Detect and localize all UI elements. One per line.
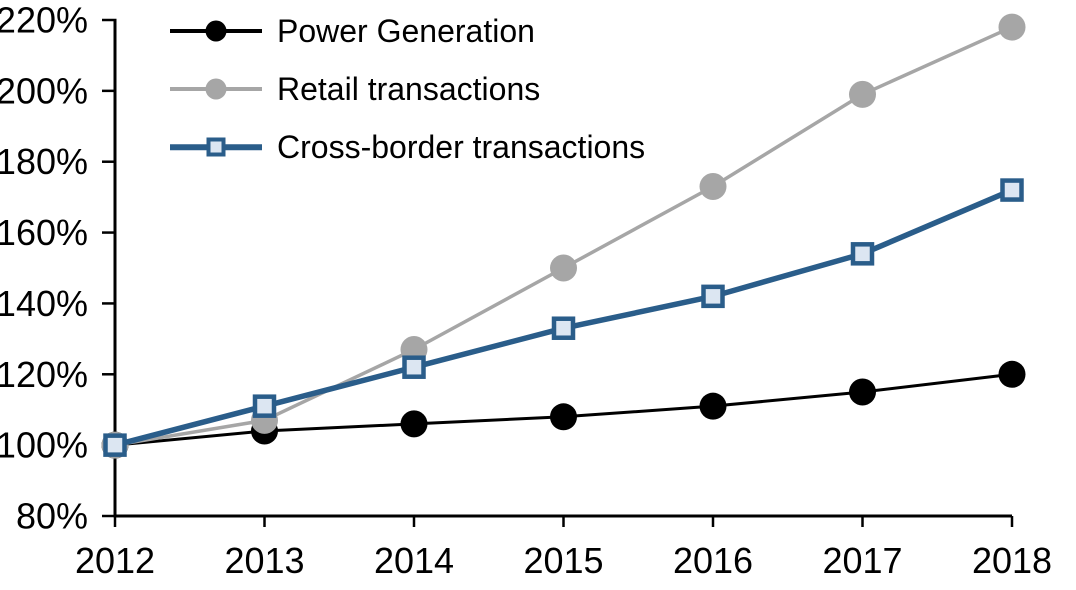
x-axis-label: 2016 bbox=[673, 540, 753, 581]
x-axis-label: 2013 bbox=[224, 540, 304, 581]
y-axis-label: 220% bbox=[0, 0, 88, 41]
x-axis-label: 2018 bbox=[972, 540, 1052, 581]
marker-circle-power-generation bbox=[998, 360, 1026, 388]
marker-circle-power-generation bbox=[400, 410, 428, 438]
chart-legend: Power Generation Retail transactions Cro… bbox=[170, 2, 645, 176]
y-axis-label: 160% bbox=[0, 212, 88, 253]
cross-border-transactions-line-marker-icon bbox=[170, 134, 262, 160]
legend-label: Retail transactions bbox=[277, 71, 541, 107]
marker-square-cross-border-transactions bbox=[103, 433, 127, 457]
x-axis-label: 2015 bbox=[523, 540, 603, 581]
marker-circle-retail-transactions bbox=[998, 13, 1026, 41]
x-axis-label: 2012 bbox=[75, 540, 155, 581]
y-axis-label: 200% bbox=[0, 70, 88, 111]
legend-item-retail-transactions: Retail transactions bbox=[170, 60, 645, 118]
marker-square-cross-border-transactions bbox=[850, 242, 875, 266]
retail-transactions-line-marker-icon bbox=[170, 76, 262, 102]
y-axis-label: 80% bbox=[16, 496, 88, 537]
y-axis-label: 140% bbox=[0, 283, 88, 324]
marker-circle-retail-transactions bbox=[550, 254, 577, 282]
marker-square-cross-border-transactions bbox=[402, 355, 426, 379]
marker-circle-power-generation bbox=[849, 378, 876, 406]
legend-label: Cross-border transactions bbox=[277, 129, 646, 165]
marker-circle-power-generation bbox=[550, 403, 577, 431]
marker-square-cross-border-transactions bbox=[551, 316, 576, 340]
x-axis-label: 2014 bbox=[374, 540, 454, 581]
y-axis-label: 120% bbox=[0, 354, 88, 395]
x-axis-label: 2017 bbox=[822, 540, 902, 581]
legend-item-power-generation: Power Generation bbox=[170, 2, 645, 60]
marker-circle-power-generation bbox=[699, 392, 727, 420]
marker-square-cross-border-transactions bbox=[252, 394, 277, 418]
marker-square-cross-border-transactions bbox=[701, 284, 725, 309]
marker-circle-retail-transactions bbox=[699, 173, 727, 201]
legend-item-cross-border-transactions: Cross-border transactions bbox=[170, 118, 645, 176]
marker-square-cross-border-transactions bbox=[1000, 178, 1024, 202]
power-generation-line-marker-icon bbox=[170, 18, 262, 44]
y-axis-label: 100% bbox=[0, 425, 88, 466]
y-axis-label: 180% bbox=[0, 141, 88, 182]
marker-circle-retail-transactions bbox=[849, 80, 876, 108]
legend-label: Power Generation bbox=[277, 13, 535, 49]
